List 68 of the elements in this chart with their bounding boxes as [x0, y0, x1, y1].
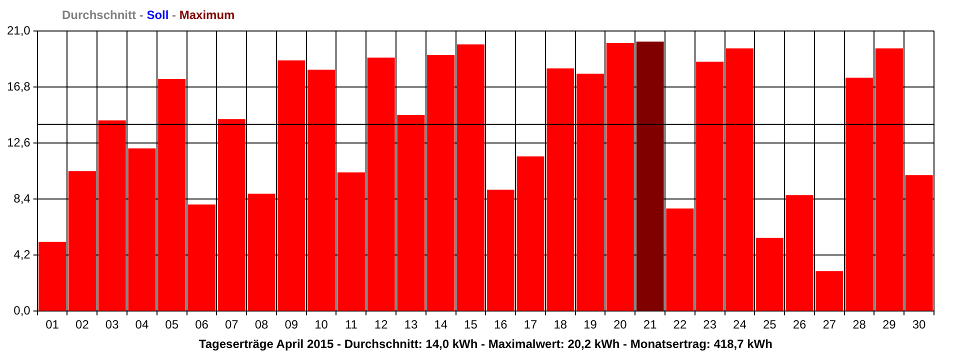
y-tick-label: 4,2 — [14, 247, 31, 262]
bar — [188, 204, 216, 311]
bar — [397, 115, 425, 311]
x-tick-label: 15 — [464, 318, 478, 332]
bar — [786, 195, 814, 311]
x-tick-label: 14 — [434, 318, 448, 332]
bar — [606, 43, 634, 311]
bar — [846, 78, 874, 311]
bar — [905, 175, 933, 311]
x-tick-label: 17 — [524, 318, 538, 332]
x-tick-label: 01 — [46, 318, 60, 332]
bar — [486, 190, 514, 311]
x-tick-label: 21 — [643, 318, 658, 332]
bar — [68, 171, 96, 311]
y-tick-label: 8,4 — [14, 191, 31, 206]
bar — [98, 120, 126, 311]
bar — [875, 48, 903, 311]
x-tick-label: 18 — [554, 318, 568, 332]
x-tick-label: 19 — [584, 318, 598, 332]
bar — [158, 79, 186, 311]
bar — [337, 172, 365, 311]
x-tick-label: 05 — [165, 318, 179, 332]
x-tick-label: 28 — [852, 318, 866, 332]
x-tick-label: 27 — [822, 318, 836, 332]
x-tick-label: 06 — [195, 318, 209, 332]
bar — [38, 242, 66, 311]
x-tick-label: 20 — [613, 318, 628, 332]
x-tick-label: 16 — [494, 318, 508, 332]
bar — [636, 42, 664, 311]
bar — [248, 194, 276, 311]
bar — [546, 68, 574, 311]
x-tick-label: 11 — [344, 318, 358, 332]
y-tick-label: 16,8 — [6, 79, 31, 94]
x-tick-label: 08 — [254, 318, 269, 332]
x-tick-label: 13 — [404, 318, 418, 332]
bar — [696, 62, 724, 311]
bar — [427, 55, 455, 311]
bar — [666, 208, 694, 311]
bar — [576, 74, 604, 311]
bar — [456, 44, 484, 311]
x-tick-label: 10 — [314, 318, 328, 332]
bar — [756, 238, 784, 311]
y-tick-label: 21,0 — [6, 23, 31, 38]
bar — [726, 48, 754, 311]
x-tick-label: 07 — [224, 318, 239, 332]
bar — [128, 148, 156, 311]
bar — [278, 60, 306, 311]
x-tick-label: 04 — [135, 318, 149, 332]
x-tick-label: 23 — [703, 318, 717, 332]
bar — [516, 156, 544, 311]
x-tick-label: 09 — [284, 318, 298, 332]
x-tick-label: 24 — [733, 318, 747, 332]
x-tick-label: 29 — [882, 318, 896, 332]
x-tick-label: 02 — [76, 318, 90, 332]
bar — [218, 119, 246, 311]
bar — [308, 70, 336, 311]
y-tick-label: 0,0 — [14, 304, 31, 318]
x-tick-label: 30 — [912, 318, 926, 332]
x-tick-label: 03 — [105, 318, 120, 332]
x-tick-label: 25 — [762, 318, 777, 332]
y-tick-label: 12,6 — [6, 135, 31, 150]
bar — [367, 58, 395, 311]
x-tick-label: 22 — [673, 318, 687, 332]
chart-title: Durchschnitt - Soll - Maximum — [62, 8, 235, 22]
bar — [816, 271, 844, 311]
x-tick-label: 26 — [792, 318, 806, 332]
x-axis-title: Tageserträge April 2015 - Durchschnitt: 14,0 kWh - Maximalwert: 20,2 kWh - Monatsertrag: 418,7 kWh — [198, 337, 772, 352]
x-tick-label: 12 — [374, 318, 388, 332]
